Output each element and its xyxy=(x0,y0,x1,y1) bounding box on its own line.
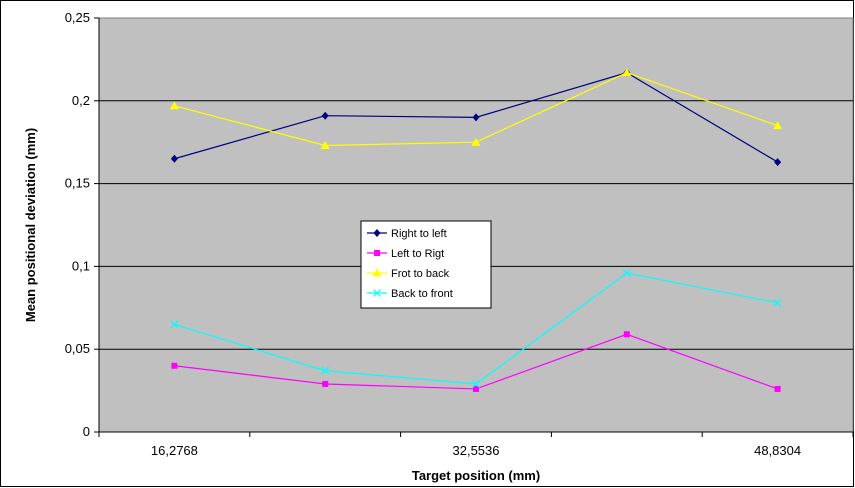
y-axis-title: Mean positional deviation (mm) xyxy=(23,128,38,322)
data-point xyxy=(472,380,480,388)
legend-marker xyxy=(373,229,381,237)
data-point xyxy=(774,385,781,392)
legend: Right to left Left to Rigt Frot to back Bac… xyxy=(360,220,492,309)
legend-item: Left to Rigt xyxy=(367,248,444,260)
legend-item: Back to front xyxy=(367,288,453,300)
series-1 xyxy=(171,331,781,392)
series-0 xyxy=(170,68,782,167)
legend-marker xyxy=(374,250,380,256)
series-layer xyxy=(169,68,783,392)
y-tick-label: 0 xyxy=(83,424,90,439)
data-point xyxy=(773,298,782,307)
x-axis-title: Target position (mm) xyxy=(412,468,540,483)
data-point xyxy=(622,269,631,277)
legend-marker xyxy=(372,268,382,277)
data-point xyxy=(321,111,329,120)
data-point xyxy=(170,320,179,329)
data-point xyxy=(169,101,179,110)
x-tick-label: 16,2768 xyxy=(151,443,198,458)
x-tick-labels: 16,2768 32,5536 48,8304 xyxy=(151,443,801,458)
axes xyxy=(94,17,854,437)
data-point xyxy=(623,331,630,338)
legend-label: Right to left xyxy=(391,228,447,240)
legend-label: Back to front xyxy=(391,288,453,300)
y-tick-label: 0,2 xyxy=(72,93,90,108)
data-point xyxy=(774,158,782,167)
legend-item: Frot to back xyxy=(367,268,450,280)
series-2 xyxy=(169,68,783,150)
legend-label: Frot to back xyxy=(391,268,450,280)
x-tick-label: 32,5536 xyxy=(453,443,500,458)
data-point xyxy=(471,137,481,146)
data-point xyxy=(322,380,329,387)
data-point xyxy=(171,362,178,369)
legend-label: Left to Rigt xyxy=(391,248,444,260)
y-tick-labels: 0 0,05 0,1 0,15 0,2 0,25 xyxy=(65,10,90,439)
legend-marker xyxy=(373,289,381,297)
y-tick-label: 0,15 xyxy=(65,176,90,191)
legend-item: Right to left xyxy=(367,228,447,240)
data-point xyxy=(321,366,330,375)
data-point xyxy=(622,68,632,77)
y-tick-label: 0,25 xyxy=(65,10,90,25)
data-point xyxy=(320,141,330,150)
data-point xyxy=(170,154,178,163)
y-tick-label: 0,1 xyxy=(72,258,90,273)
data-point xyxy=(773,121,783,130)
series-3 xyxy=(170,269,782,388)
data-point xyxy=(472,113,480,122)
y-tick-label: 0,05 xyxy=(65,341,90,356)
x-tick-label: 48,8304 xyxy=(754,443,801,458)
data-point xyxy=(473,385,479,392)
